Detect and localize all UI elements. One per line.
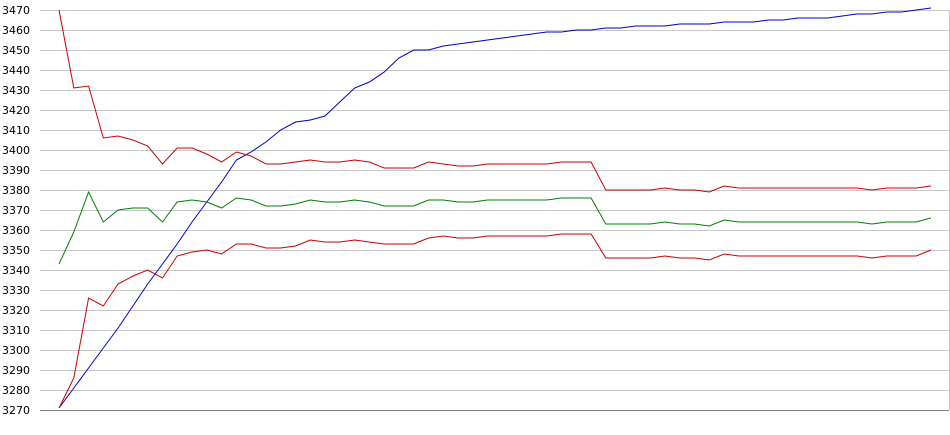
y-tick-label: 3330 [2, 284, 30, 297]
y-tick-label: 3460 [2, 24, 30, 37]
series-lines [58, 7, 932, 409]
y-tick-label: 3340 [2, 264, 30, 277]
y-tick-label: 3430 [2, 84, 30, 97]
series-line-2 [58, 9, 932, 193]
y-tick-label: 3290 [2, 364, 30, 377]
series-line-4 [58, 233, 932, 409]
y-tick-label: 3400 [2, 144, 30, 157]
y-tick-label: 3360 [2, 224, 30, 237]
y-tick-label: 3390 [2, 164, 30, 177]
grid-lines [40, 10, 950, 411]
series-line-1 [58, 7, 932, 409]
y-tick-label: 3470 [2, 4, 30, 17]
y-tick-label: 3310 [2, 324, 30, 337]
y-tick-label: 3370 [2, 204, 30, 217]
y-tick-label: 3420 [2, 104, 30, 117]
y-tick-label: 3270 [2, 404, 30, 417]
y-tick-label: 3280 [2, 384, 30, 397]
y-tick-labels: 3270 3280 3290 3300 3310 3320 3330 3340 3350 3360… [2, 4, 30, 417]
y-tick-label: 3300 [2, 344, 30, 357]
y-tick-label: 3440 [2, 64, 30, 77]
series-line-3 [58, 190, 932, 265]
y-tick-label: 3320 [2, 304, 30, 317]
y-tick-label: 3380 [2, 184, 30, 197]
y-tick-label: 3450 [2, 44, 30, 57]
y-tick-label: 3410 [2, 124, 30, 137]
y-tick-label: 3350 [2, 244, 30, 257]
